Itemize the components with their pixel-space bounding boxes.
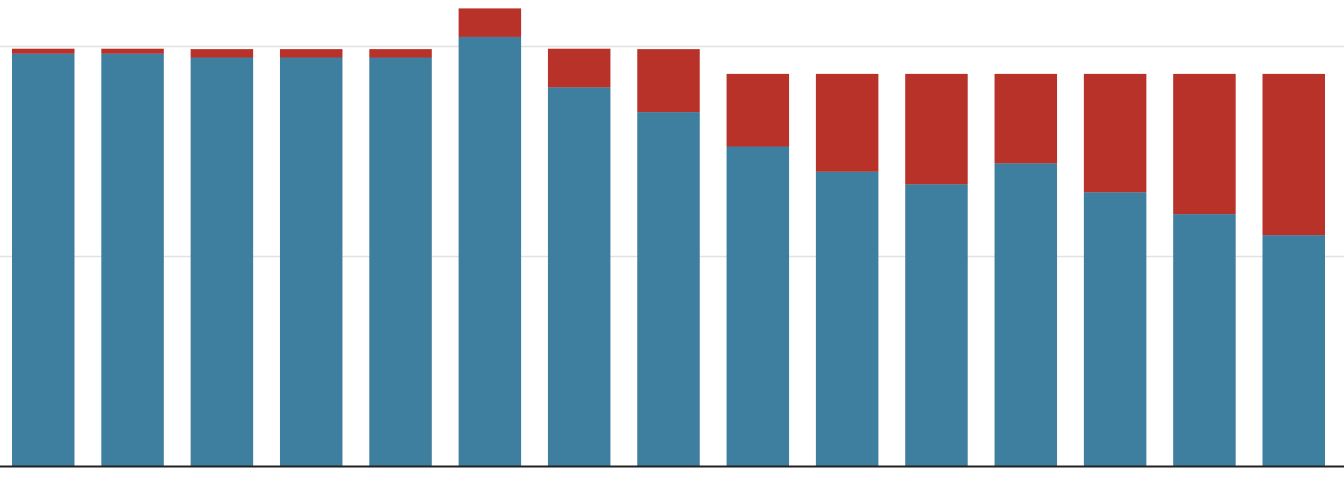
bar-1-segment-red <box>12 48 75 54</box>
bar-11-segment-red <box>905 73 968 185</box>
bar-6-segment-red <box>458 8 522 37</box>
bar-12-segment-blue <box>994 163 1058 466</box>
bar-11-segment-blue <box>905 184 968 467</box>
bar-13-segment-red <box>1083 73 1147 193</box>
bar-2-segment-red <box>101 48 164 54</box>
bar-1-segment-blue <box>12 53 75 467</box>
bar-14-segment-blue <box>1173 214 1236 466</box>
bar-3-segment-blue <box>190 57 254 467</box>
bars <box>12 8 1325 467</box>
bar-7-segment-red <box>547 48 611 88</box>
bar-14-segment-red <box>1173 73 1236 215</box>
bar-3-segment-red <box>190 49 254 58</box>
bar-8-segment-red <box>637 49 700 113</box>
bar-4-segment-red <box>279 49 343 58</box>
bar-5-segment-red <box>369 49 432 58</box>
bar-6-segment-blue <box>458 36 522 466</box>
bar-10-segment-blue <box>815 171 879 466</box>
bar-8-segment-blue <box>637 112 700 466</box>
bar-12-segment-red <box>994 73 1058 164</box>
bar-15-segment-red <box>1262 73 1325 236</box>
bar-2-segment-blue <box>101 53 164 467</box>
bar-9-segment-blue <box>726 146 790 466</box>
bar-15-segment-blue <box>1262 235 1325 466</box>
bar-13-segment-blue <box>1083 192 1147 466</box>
bar-10-segment-red <box>815 73 879 172</box>
bar-4-segment-blue <box>279 57 343 467</box>
bar-5-segment-blue <box>369 57 432 467</box>
bar-7-segment-blue <box>547 87 611 466</box>
bar-9-segment-red <box>726 73 790 147</box>
